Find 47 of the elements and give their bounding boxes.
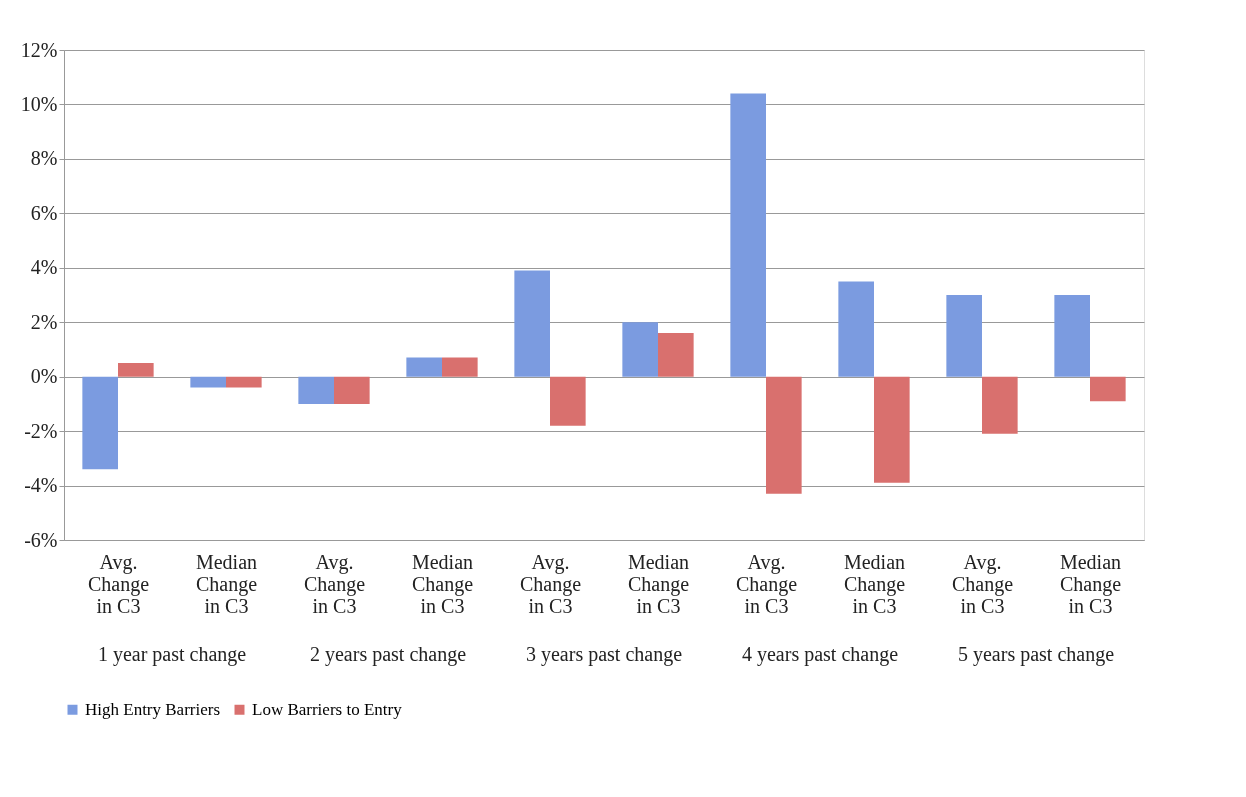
bar xyxy=(190,376,226,388)
bar xyxy=(82,376,118,470)
bar xyxy=(550,376,586,426)
bar xyxy=(442,357,478,377)
x-tick-label: Avg. Change in C3 xyxy=(951,550,1014,617)
bar xyxy=(766,376,802,494)
text: 1 year past change xyxy=(97,643,247,666)
text: 4 years past change xyxy=(741,643,899,666)
y-tick-label: 8% xyxy=(30,147,58,170)
text: 3 years past change xyxy=(525,643,683,666)
text: 5 years past change xyxy=(957,643,1115,666)
x-tick-label: Median Change in C3 xyxy=(411,550,474,617)
x-tick-label: Avg. Change in C3 xyxy=(87,550,150,617)
bar xyxy=(298,376,334,404)
y-tick-label: 4% xyxy=(30,256,58,279)
bar xyxy=(1054,295,1090,377)
bar xyxy=(334,376,370,404)
x-tick-label: Avg. Change in C3 xyxy=(735,550,798,617)
bar xyxy=(514,270,550,377)
y-tick-label: 10% xyxy=(20,92,58,115)
bar xyxy=(622,322,658,377)
y-tick-label: 6% xyxy=(30,201,58,224)
legend-label: High Entry Barriers xyxy=(85,699,221,719)
bar xyxy=(730,93,766,377)
y-tick-label: 0% xyxy=(30,365,58,388)
bar xyxy=(838,281,874,377)
bar xyxy=(1090,376,1126,402)
x-tick-label: Median Change in C3 xyxy=(195,550,258,617)
bar xyxy=(874,376,910,483)
bar xyxy=(118,363,154,377)
bar xyxy=(226,376,262,388)
x-tick-label: Median Change in C3 xyxy=(1059,550,1122,617)
x-tick-label: Median Change in C3 xyxy=(627,550,690,617)
y-tick-label: -4% xyxy=(24,474,58,497)
bar xyxy=(946,295,982,377)
x-tick-label: Avg. Change in C3 xyxy=(519,550,582,617)
bar xyxy=(982,376,1018,434)
y-tick-label: -6% xyxy=(24,528,58,551)
y-tick-label: 12% xyxy=(20,38,58,61)
text: 2 years past change xyxy=(309,643,467,666)
legend-label: Low Barriers to Entry xyxy=(252,699,403,719)
x-tick-label: Avg. Change in C3 xyxy=(303,550,366,617)
bar xyxy=(406,357,442,377)
bar xyxy=(658,333,694,377)
y-tick-label: -2% xyxy=(24,419,58,442)
x-tick-label: Median Change in C3 xyxy=(843,550,906,617)
y-tick-label: 2% xyxy=(30,310,58,333)
